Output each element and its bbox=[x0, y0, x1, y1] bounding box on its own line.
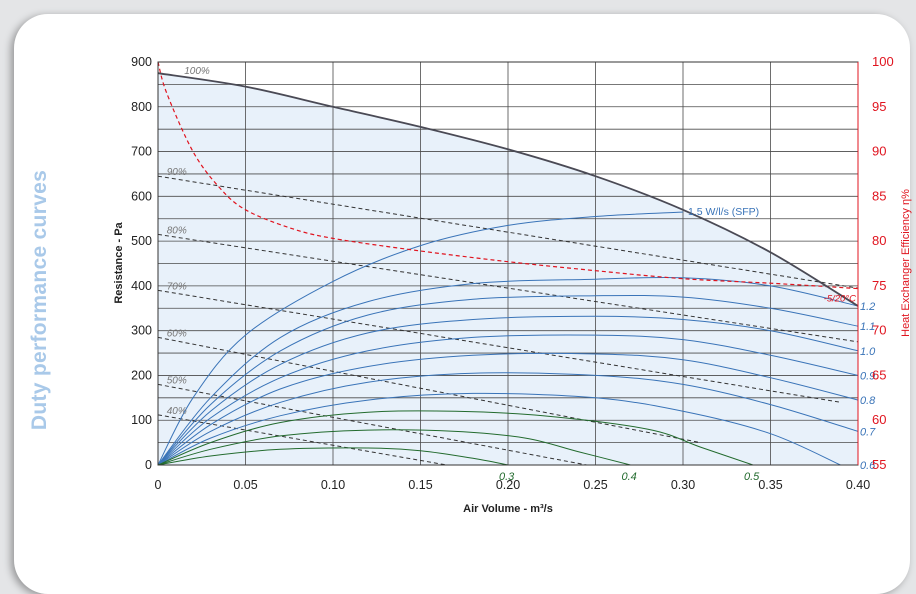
sfp-label: 1.2 bbox=[860, 301, 875, 313]
y2-axis-label: Heat Exchanger Efficiency η% bbox=[900, 189, 912, 337]
sfp-label: 0.7 bbox=[860, 426, 876, 438]
sfp-label: 0.6 bbox=[860, 460, 876, 472]
y-tick-label: 600 bbox=[131, 189, 152, 203]
sfp-label: 0.3 bbox=[499, 471, 515, 483]
y2-tick-label: 80 bbox=[872, 233, 886, 248]
y2-tick-label: 55 bbox=[872, 457, 886, 472]
fan-speed-line bbox=[158, 233, 858, 343]
x-axis-label: Air Volume - m³/s bbox=[463, 503, 553, 515]
x-tick-label: 0 bbox=[155, 478, 162, 492]
sfp-label: 0.4 bbox=[622, 471, 637, 483]
y-tick-label: 900 bbox=[131, 55, 152, 69]
y-tick-label: 800 bbox=[131, 100, 152, 114]
y2-tick-label: 90 bbox=[872, 144, 886, 159]
x-tick-label: 0.15 bbox=[408, 478, 432, 492]
sfp-curve bbox=[158, 447, 509, 465]
y2-tick-label: 70 bbox=[872, 323, 886, 338]
fan-speed-label: 80% bbox=[167, 225, 187, 236]
sfp-curve bbox=[158, 410, 754, 465]
y2-tick-label: 100 bbox=[872, 54, 894, 69]
sfp-curve bbox=[158, 211, 684, 465]
x-tick-label: 0.10 bbox=[321, 478, 345, 492]
max-fan-label: 100% bbox=[184, 66, 210, 77]
fan-speed-label: 50% bbox=[167, 375, 187, 386]
y-tick-label: 500 bbox=[131, 234, 152, 248]
y-tick-label: 200 bbox=[131, 368, 152, 382]
sfp-curve bbox=[158, 372, 858, 465]
fan-speed-label: 40% bbox=[167, 406, 187, 417]
max-fan-curve bbox=[158, 72, 858, 307]
x-tick-label: 0.35 bbox=[758, 478, 782, 492]
y-axis-label: Resistance - Pa bbox=[113, 221, 125, 303]
y-tick-label: 300 bbox=[131, 324, 152, 338]
y-tick-label: 700 bbox=[131, 145, 152, 159]
sfp-label: 0.8 bbox=[860, 395, 876, 407]
sfp-curve bbox=[158, 429, 631, 465]
sfp-label: 1.0 bbox=[860, 346, 876, 358]
x-tick-label: 0.25 bbox=[583, 478, 607, 492]
fan-speed-line bbox=[158, 175, 858, 289]
x-tick-label: 0.20 bbox=[496, 478, 520, 492]
fan-speed-label: 70% bbox=[167, 281, 187, 292]
y-tick-label: 0 bbox=[145, 458, 152, 472]
sfp-label: 0.5 bbox=[744, 471, 760, 483]
x-tick-label: 0.40 bbox=[846, 478, 870, 492]
sfp-curve bbox=[158, 294, 858, 465]
fan-speed-line bbox=[158, 336, 701, 444]
x-tick-label: 0.05 bbox=[233, 478, 257, 492]
fan-speed-line bbox=[158, 289, 841, 403]
y2-tick-label: 60 bbox=[872, 412, 886, 427]
fan-speed-label: 60% bbox=[167, 328, 187, 339]
y2-tick-label: 95 bbox=[872, 99, 886, 114]
y-tick-label: 100 bbox=[131, 413, 152, 427]
y2-tick-label: 65 bbox=[872, 367, 886, 382]
sfp-label: 0.9 bbox=[860, 370, 875, 382]
sfp-curve bbox=[158, 276, 858, 465]
sfp-label: 1.1 bbox=[860, 321, 875, 333]
efficiency-label: -5/20°C bbox=[824, 294, 856, 305]
fan-speed-label: 90% bbox=[167, 167, 187, 178]
y2-tick-label: 85 bbox=[872, 188, 886, 203]
fan-speed-line bbox=[158, 383, 587, 465]
sfp-curve bbox=[158, 334, 858, 465]
sfp-label: 1.5 W/l/s (SFP) bbox=[688, 206, 759, 218]
y-tick-label: 400 bbox=[131, 279, 152, 293]
duty-performance-chart: 100% 90% 80% 70% 60% 50% 40% 1.5 W/l/s (SFP) 1.2… bbox=[113, 54, 912, 515]
sfp-curve bbox=[158, 315, 858, 465]
sfp-curve bbox=[158, 353, 858, 465]
x-tick-label: 0.30 bbox=[671, 478, 695, 492]
sfp-curve bbox=[158, 392, 841, 465]
y2-tick-label: 75 bbox=[872, 278, 886, 293]
